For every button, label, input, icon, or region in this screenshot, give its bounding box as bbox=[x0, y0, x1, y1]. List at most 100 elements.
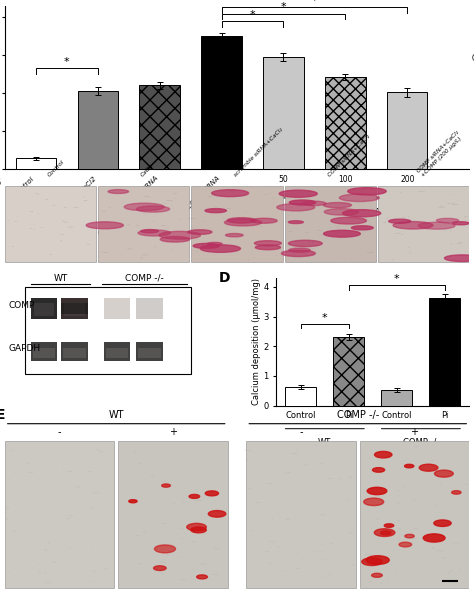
Circle shape bbox=[453, 221, 469, 225]
Circle shape bbox=[255, 245, 281, 250]
Bar bbox=[104, 298, 130, 319]
Circle shape bbox=[191, 527, 206, 533]
Circle shape bbox=[405, 534, 414, 538]
Bar bbox=[118, 441, 228, 587]
Bar bbox=[62, 298, 88, 319]
Circle shape bbox=[405, 464, 414, 468]
Bar bbox=[137, 298, 163, 319]
Text: COMP: COMP bbox=[9, 301, 35, 310]
Text: WT: WT bbox=[109, 410, 124, 420]
Bar bbox=[264, 57, 303, 168]
Bar bbox=[139, 85, 180, 168]
Bar bbox=[25, 287, 191, 374]
Circle shape bbox=[197, 575, 208, 579]
Circle shape bbox=[419, 464, 438, 471]
Text: 50: 50 bbox=[279, 175, 288, 184]
Circle shape bbox=[288, 221, 303, 223]
Circle shape bbox=[437, 219, 459, 223]
Circle shape bbox=[108, 190, 128, 193]
Circle shape bbox=[372, 573, 383, 577]
Text: -: - bbox=[300, 427, 303, 438]
Circle shape bbox=[209, 510, 226, 517]
Circle shape bbox=[255, 241, 282, 246]
Bar bbox=[378, 186, 469, 263]
Bar bbox=[285, 186, 376, 263]
Bar bbox=[64, 348, 86, 358]
Circle shape bbox=[155, 545, 175, 553]
Bar bbox=[360, 441, 469, 587]
Bar bbox=[31, 342, 57, 361]
Text: CaCl2+COMP siRNA: CaCl2+COMP siRNA bbox=[168, 175, 221, 229]
Circle shape bbox=[86, 222, 123, 229]
Bar bbox=[138, 348, 161, 358]
Circle shape bbox=[423, 534, 445, 542]
Text: CaCl2: CaCl2 bbox=[79, 175, 98, 194]
Circle shape bbox=[137, 206, 170, 212]
Circle shape bbox=[374, 451, 392, 458]
Circle shape bbox=[159, 232, 201, 239]
Text: B: B bbox=[0, 176, 1, 189]
Text: Control: Control bbox=[13, 175, 36, 198]
Circle shape bbox=[154, 566, 166, 571]
Circle shape bbox=[389, 219, 411, 223]
Bar bbox=[98, 186, 189, 263]
Circle shape bbox=[279, 190, 317, 197]
Bar bbox=[78, 91, 118, 168]
Circle shape bbox=[141, 229, 158, 233]
Circle shape bbox=[303, 201, 326, 205]
Bar bbox=[191, 186, 283, 263]
Bar bbox=[325, 77, 365, 168]
Text: COMP -/-: COMP -/- bbox=[125, 274, 164, 283]
Circle shape bbox=[434, 520, 451, 527]
Text: 200: 200 bbox=[400, 175, 415, 184]
Bar bbox=[34, 303, 55, 316]
Circle shape bbox=[381, 531, 391, 535]
Text: *: * bbox=[311, 0, 317, 6]
Circle shape bbox=[138, 230, 171, 236]
Circle shape bbox=[362, 558, 382, 565]
Text: GAPDH: GAPDH bbox=[9, 344, 41, 353]
Circle shape bbox=[288, 240, 322, 247]
Circle shape bbox=[207, 242, 222, 245]
Circle shape bbox=[162, 484, 170, 487]
Circle shape bbox=[351, 226, 373, 230]
Circle shape bbox=[343, 210, 381, 217]
Text: *: * bbox=[394, 275, 400, 284]
Circle shape bbox=[205, 491, 219, 496]
Text: *: * bbox=[64, 57, 70, 67]
Bar bbox=[201, 36, 242, 168]
Circle shape bbox=[124, 203, 164, 211]
Circle shape bbox=[366, 556, 389, 564]
Circle shape bbox=[364, 498, 383, 506]
Text: WT: WT bbox=[318, 438, 331, 447]
Circle shape bbox=[435, 470, 453, 477]
Text: WT: WT bbox=[53, 274, 68, 283]
Text: *: * bbox=[281, 2, 286, 13]
Bar bbox=[429, 298, 461, 406]
Bar bbox=[16, 158, 56, 168]
Text: *: * bbox=[250, 10, 255, 20]
Text: CaCl₂: CaCl₂ bbox=[140, 163, 155, 178]
Circle shape bbox=[205, 208, 227, 213]
Circle shape bbox=[189, 494, 200, 498]
Bar bbox=[285, 387, 317, 406]
Bar bbox=[387, 92, 428, 168]
Text: COMP siRNA+CaCl₂
+COMP (200 μg/L): COMP siRNA+CaCl₂ +COMP (200 μg/L) bbox=[416, 130, 464, 178]
Circle shape bbox=[399, 542, 411, 547]
Circle shape bbox=[452, 491, 461, 494]
Circle shape bbox=[418, 222, 455, 229]
Text: CaCl2+scramble siRNA: CaCl2+scramble siRNA bbox=[98, 175, 160, 237]
Circle shape bbox=[193, 244, 219, 248]
Circle shape bbox=[225, 219, 262, 226]
Text: +: + bbox=[169, 427, 177, 438]
Text: COMP siRNA+CaCl₂: COMP siRNA+CaCl₂ bbox=[327, 134, 371, 178]
Circle shape bbox=[160, 236, 190, 242]
Circle shape bbox=[212, 190, 249, 196]
Circle shape bbox=[251, 219, 277, 223]
Circle shape bbox=[187, 524, 206, 531]
Circle shape bbox=[289, 248, 310, 253]
Text: COMP -/-: COMP -/- bbox=[403, 438, 439, 447]
Circle shape bbox=[188, 230, 212, 234]
Bar bbox=[5, 186, 96, 263]
Bar bbox=[104, 342, 130, 361]
